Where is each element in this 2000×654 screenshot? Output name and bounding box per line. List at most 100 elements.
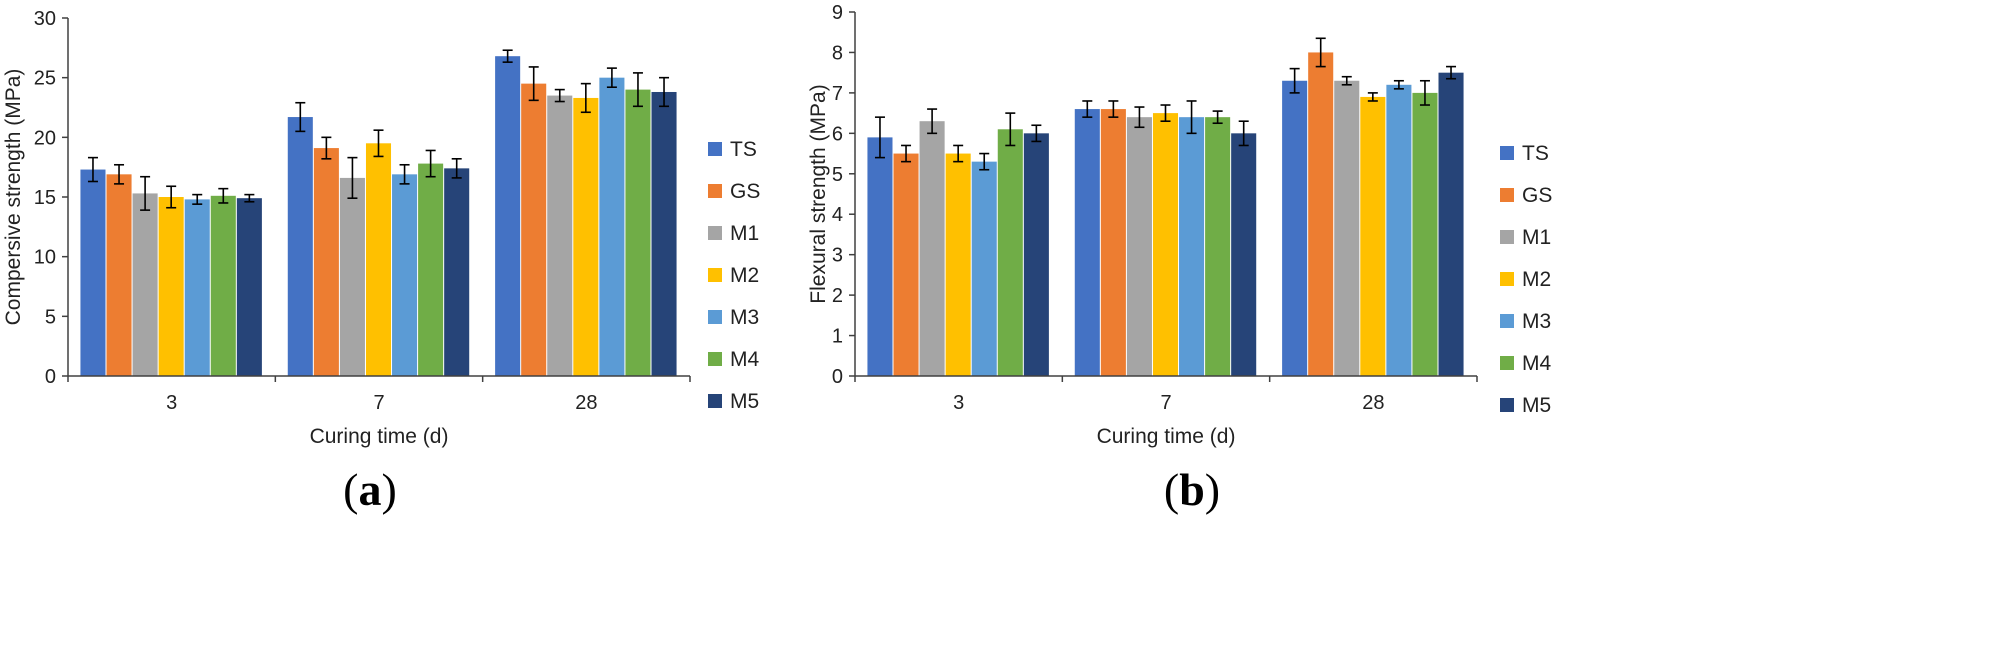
bar-GS-7 xyxy=(1100,109,1126,376)
bar-M5-7 xyxy=(1231,133,1257,376)
error-bar-M1-7 xyxy=(1134,106,1145,129)
legend-swatch xyxy=(1500,314,1514,328)
bar-M1-28 xyxy=(547,95,573,376)
bar-M1-3 xyxy=(919,121,945,376)
y-tick-label: 3 xyxy=(832,245,843,267)
bar-GS-7 xyxy=(313,148,339,376)
error-bar-M3-3 xyxy=(979,152,990,171)
error-bar-M4-28 xyxy=(632,72,643,108)
legend-item-M2: M2 xyxy=(708,264,759,287)
y-tick-label: 0 xyxy=(832,366,843,388)
error-bar-GS-7 xyxy=(321,136,332,160)
y-tick-label: 10 xyxy=(34,247,56,269)
error-bar-M1-28 xyxy=(554,88,565,103)
error-bar-M5-3 xyxy=(244,193,255,203)
y-tick-label: 5 xyxy=(832,164,843,186)
y-tick-label: 8 xyxy=(832,42,843,64)
bar-TS-7 xyxy=(287,117,313,377)
bar-M3-7 xyxy=(1179,117,1205,376)
legend-label: TS xyxy=(1522,142,1549,165)
legend-label: GS xyxy=(1522,184,1552,207)
bar-TS-28 xyxy=(1282,80,1308,376)
bar-M1-3 xyxy=(132,193,158,376)
bar-TS-7 xyxy=(1074,109,1100,376)
legend-item-GS: GS xyxy=(708,180,760,203)
y-tick-label: 5 xyxy=(45,306,56,328)
error-bar-M2-3 xyxy=(953,144,964,163)
y-tick-label: 7 xyxy=(832,83,843,105)
panel-label: (a) xyxy=(343,464,397,515)
legend-swatch xyxy=(1500,230,1514,244)
y-tick-label: 25 xyxy=(34,68,56,90)
error-bar-M2-28 xyxy=(580,82,591,114)
legend-item-M1: M1 xyxy=(708,222,759,245)
bar-M2-3 xyxy=(945,153,971,376)
bar-M2-7 xyxy=(1152,113,1179,377)
error-bar-M5-7 xyxy=(1238,120,1249,147)
legend-label: M4 xyxy=(1522,352,1551,375)
y-tick-label: 15 xyxy=(34,187,56,209)
legend-swatch xyxy=(1500,356,1514,370)
error-bar-M4-7 xyxy=(425,149,436,178)
legend-label: M2 xyxy=(730,264,759,287)
legend-item-M1: M1 xyxy=(1500,226,1551,249)
legend-label: M3 xyxy=(730,306,759,329)
x-tick-label: 28 xyxy=(1362,392,1384,414)
error-bar-TS-28 xyxy=(502,49,513,63)
error-bar-M1-7 xyxy=(347,156,358,199)
legend-swatch xyxy=(1500,188,1514,202)
y-tick-label: 4 xyxy=(832,204,843,226)
bar-M2-28 xyxy=(573,97,599,376)
bar-GS-28 xyxy=(521,83,547,376)
x-axis-label: Curing time (d) xyxy=(1097,425,1236,448)
error-bar-M5-7 xyxy=(451,158,462,179)
legend-swatch xyxy=(1500,272,1514,286)
error-bar-TS-7 xyxy=(1082,100,1093,118)
bar-M3-28 xyxy=(599,77,625,377)
bar-M4-28 xyxy=(625,89,651,376)
legend-swatch xyxy=(708,184,722,198)
legend-item-M4: M4 xyxy=(1500,352,1551,375)
x-tick-label: 3 xyxy=(166,392,177,414)
bar-M4-7 xyxy=(1205,117,1231,376)
panel-label: (b) xyxy=(1164,464,1220,515)
x-tick-label: 7 xyxy=(1160,392,1171,414)
bar-TS-3 xyxy=(80,169,106,376)
bar-GS-3 xyxy=(893,153,919,376)
legend-item-M5: M5 xyxy=(708,390,759,413)
bar-TS-28 xyxy=(495,56,521,376)
bar-M5-3 xyxy=(236,198,262,376)
bar-M5-28 xyxy=(1438,72,1464,377)
legend-item-M5: M5 xyxy=(1500,394,1551,417)
legend-label: M1 xyxy=(730,222,759,245)
y-tick-label: 1 xyxy=(832,326,843,348)
chart-panel-b: 0 1 2 3 4 5 6 7 8 9 3 7 28 Curing time (d) Flexural st… xyxy=(807,2,1552,515)
error-bar-GS-7 xyxy=(1108,100,1119,118)
error-bar-TS-7 xyxy=(295,101,306,133)
error-bar-GS-3 xyxy=(114,163,125,185)
legend-swatch xyxy=(708,394,722,408)
legend-item-M4: M4 xyxy=(708,348,759,371)
error-bar-M5-28 xyxy=(1446,65,1457,80)
legend-swatch xyxy=(1500,398,1514,412)
legend-label: M4 xyxy=(730,348,759,371)
error-bar-M3-3 xyxy=(192,193,203,205)
legend-swatch xyxy=(1500,146,1514,160)
bar-M2-28 xyxy=(1360,96,1386,377)
y-tick-label: 30 xyxy=(34,8,56,30)
error-bar-M1-3 xyxy=(140,175,151,211)
error-bar-M1-3 xyxy=(927,108,938,135)
bar-M5-7 xyxy=(444,168,470,376)
error-bar-M2-28 xyxy=(1367,92,1378,102)
legend-swatch xyxy=(708,310,722,324)
error-bar-M4-3 xyxy=(218,187,229,204)
x-tick-label: 7 xyxy=(373,392,384,414)
chart-panel-a: 0 5 10 15 20 25 30 3 7 28 Curing time (d) Compersiv… xyxy=(2,8,760,515)
error-bar-TS-3 xyxy=(874,116,885,159)
x-tick-label: 3 xyxy=(953,392,964,414)
bar-M4-3 xyxy=(997,129,1023,376)
y-tick-label: 2 xyxy=(832,285,843,307)
y-tick-label: 9 xyxy=(832,2,843,24)
bar-M3-28 xyxy=(1386,84,1412,377)
legend-swatch xyxy=(708,268,722,282)
